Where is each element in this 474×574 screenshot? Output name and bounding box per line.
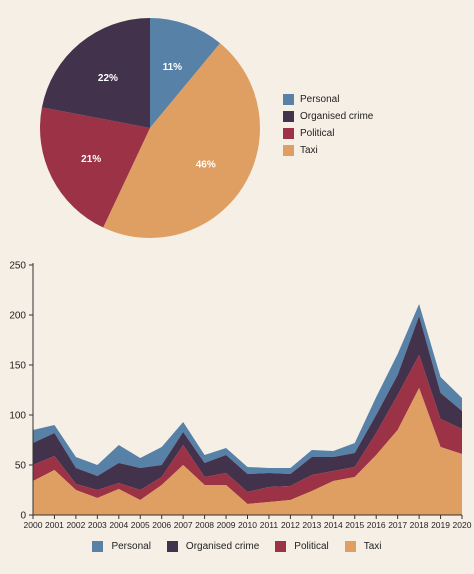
x-tick-label: 2008	[195, 520, 214, 530]
area-legend: Personal Organised crime Political Taxi	[0, 541, 474, 552]
x-tick-label: 2018	[410, 520, 429, 530]
y-tick-label: 150	[9, 361, 26, 372]
pie-chart: 11% 46% 21% 22%	[40, 18, 260, 238]
pie-legend: Personal Organised crime Political Taxi	[283, 91, 373, 159]
area-legend-swatch-taxi	[344, 541, 356, 552]
x-tick-label: 2007	[174, 520, 193, 530]
x-tick-label: 2013	[302, 520, 321, 530]
pie-legend-label-personal: Personal	[300, 94, 340, 105]
y-tick-label: 100	[9, 411, 26, 422]
pie-label-taxi: 46%	[196, 159, 216, 170]
x-tick-label: 2001	[45, 520, 64, 530]
x-tick-label: 2009	[217, 520, 236, 530]
area-series-personal	[33, 304, 462, 476]
x-tick-label: 2016	[367, 520, 386, 530]
pie-slice-organised-crime	[41, 18, 150, 128]
x-tick-label: 2000	[24, 520, 43, 530]
pie-legend-item-personal: Personal	[283, 91, 373, 108]
y-tick-label: 50	[15, 461, 27, 472]
pie-legend-label-organised-crime: Organised crime	[300, 111, 374, 122]
x-tick-label: 2014	[324, 520, 343, 530]
pie-slice-taxi	[103, 43, 260, 238]
x-tick-label: 2010	[238, 520, 257, 530]
area-legend-swatch-political	[275, 541, 287, 552]
y-tick-label: 200	[9, 311, 26, 322]
pie-legend-swatch-taxi	[283, 145, 294, 156]
pie-legend-item-taxi: Taxi	[283, 142, 373, 159]
pie-legend-label-political: Political	[300, 128, 335, 139]
pie-legend-swatch-organised-crime	[283, 111, 294, 122]
pie-legend-swatch-political	[283, 128, 294, 139]
area-legend-item-organised-crime: Organised crime	[166, 541, 260, 552]
area-legend-label-personal: Personal	[111, 541, 151, 552]
area-series-political	[33, 355, 462, 504]
x-tick-label: 2006	[152, 520, 171, 530]
area-legend-item-taxi: Taxi	[344, 541, 382, 552]
y-tick-label: 0	[20, 511, 26, 522]
area-legend-swatch-organised-crime	[166, 541, 178, 552]
area-legend-item-personal: Personal	[92, 541, 151, 552]
pie-legend-item-political: Political	[283, 125, 373, 142]
x-tick-label: 2003	[88, 520, 107, 530]
pie-label-personal: 11%	[163, 62, 183, 73]
area-legend-label-taxi: Taxi	[363, 541, 382, 552]
area-series-taxi	[33, 388, 462, 515]
x-tick-label: 2011	[260, 520, 279, 530]
area-series-organised-crime	[33, 316, 462, 492]
pie-label-organised-crime: 22%	[98, 73, 118, 84]
pie-legend-swatch-personal	[283, 94, 294, 105]
x-tick-label: 2005	[131, 520, 150, 530]
x-tick-label: 2012	[281, 520, 300, 530]
pie-legend-label-taxi: Taxi	[300, 145, 318, 156]
area-legend-label-organised-crime: Organised crime	[185, 541, 260, 552]
pie-label-political: 21%	[81, 154, 101, 165]
x-tick-label: 2004	[109, 520, 128, 530]
x-tick-label: 2017	[388, 520, 407, 530]
x-tick-label: 2002	[66, 520, 85, 530]
x-tick-label: 2020	[453, 520, 472, 530]
area-legend-item-political: Political	[275, 541, 329, 552]
x-tick-label: 2019	[431, 520, 450, 530]
y-tick-label: 250	[9, 261, 26, 272]
x-tick-label: 2015	[345, 520, 364, 530]
pie-legend-item-organised-crime: Organised crime	[283, 108, 373, 125]
area-legend-swatch-personal	[92, 541, 104, 552]
area-legend-label-political: Political	[294, 541, 329, 552]
pie-slice-personal	[150, 18, 221, 128]
pie-slice-political	[40, 107, 151, 228]
